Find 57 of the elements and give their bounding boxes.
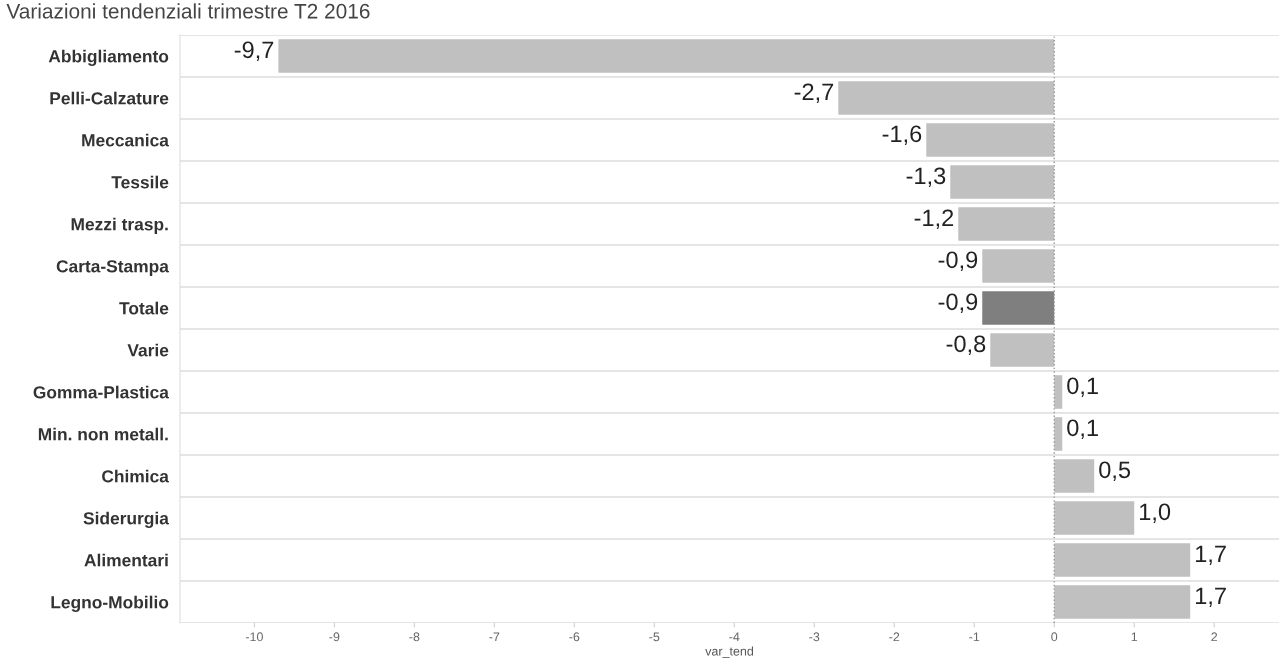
bar	[1054, 501, 1135, 535]
data-label: 0,1	[1067, 419, 1098, 439]
y-tick-label: Carta-Stampa	[56, 260, 169, 276]
y-tick-label: Tessile	[111, 175, 169, 189]
bar	[982, 291, 1055, 325]
x-tick-label: -7	[489, 632, 500, 642]
y-tick-label: Varie	[127, 343, 169, 357]
x-tick-label: -3	[809, 632, 820, 642]
y-tick-label: Mezzi trasp.	[71, 217, 168, 234]
y-tick-label: Chimica	[102, 469, 169, 483]
data-label: -1,2	[914, 209, 954, 229]
bar	[1054, 459, 1095, 493]
bar	[1054, 375, 1063, 409]
chart-title: Variazioni tendenziali trimestre T2 2016	[6, 3, 370, 19]
data-label: -0,8	[946, 335, 986, 355]
bar	[1054, 585, 1191, 619]
x-tick-label: -1	[969, 632, 980, 642]
y-tick-label: Alimentari	[84, 553, 168, 567]
y-tick-label: Meccanica	[82, 133, 170, 147]
bar	[958, 207, 1055, 241]
y-tick-label: Legno-Mobilio	[51, 595, 169, 612]
bar	[838, 81, 1055, 115]
data-label: 1,7	[1196, 587, 1226, 607]
x-axis-title: var_tend	[705, 646, 754, 658]
bar	[990, 333, 1055, 367]
x-tick-label: -9	[329, 632, 340, 642]
data-label: -9,7	[234, 41, 274, 61]
data-label: 1,0	[1140, 503, 1171, 523]
y-tick-label: Pelli-Calzature	[50, 91, 169, 105]
x-tick-label: -6	[569, 632, 580, 642]
data-label: -1,6	[882, 125, 922, 145]
x-tick-label: 1	[1131, 632, 1138, 642]
data-label: 1,7	[1196, 545, 1226, 565]
x-tick-label: 0	[1051, 632, 1058, 642]
data-label: 0,5	[1099, 461, 1131, 481]
bar	[278, 39, 1055, 73]
y-tick-label: Totale	[119, 301, 169, 315]
data-label: -1,3	[906, 167, 946, 187]
x-tick-label: 2	[1211, 632, 1218, 642]
bar	[1054, 543, 1191, 577]
data-label: -0,9	[938, 251, 978, 271]
bar	[1054, 417, 1063, 451]
x-tick-label: -10	[245, 632, 263, 642]
x-tick-label: -5	[649, 632, 660, 642]
data-label: -0,9	[938, 293, 978, 313]
x-tick-label: -4	[729, 632, 740, 642]
y-tick-label: Min. non metall.	[38, 427, 168, 441]
bar	[926, 123, 1055, 157]
y-tick-label: Siderurgia	[83, 511, 169, 528]
y-tick-label: Gomma-Plastica	[33, 385, 169, 399]
x-tick-label: -2	[889, 632, 900, 642]
data-label: -2,7	[794, 83, 834, 103]
bar	[950, 165, 1055, 199]
data-label: 0,1	[1067, 377, 1098, 397]
x-tick-label: -8	[409, 632, 420, 642]
bar	[982, 249, 1055, 283]
y-tick-label: Abbigliamento	[48, 49, 169, 66]
